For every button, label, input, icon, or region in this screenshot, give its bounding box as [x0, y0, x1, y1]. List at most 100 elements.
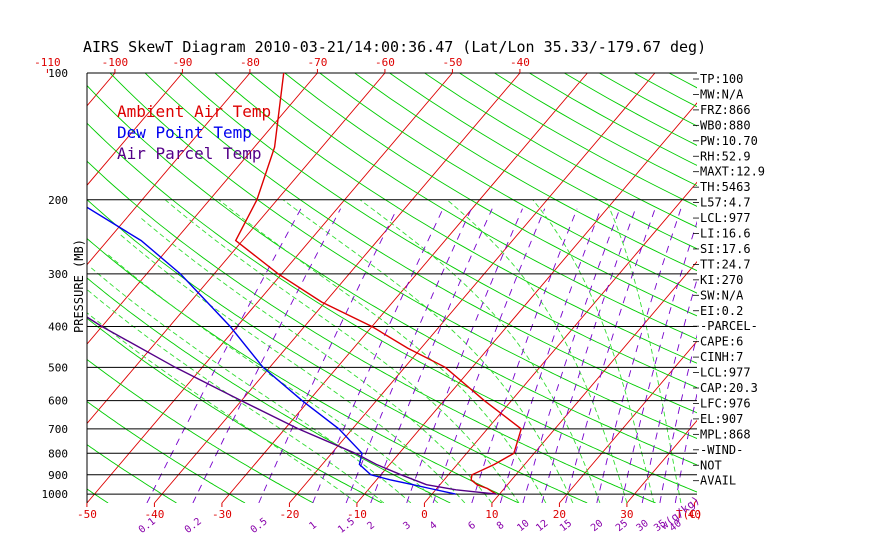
grid-lines [0, 73, 870, 503]
pressure-tick-label: 400 [48, 321, 68, 334]
isotherm-line [154, 73, 521, 503]
series-line-air-parcel-temp [87, 316, 497, 495]
pressure-tick-label: 700 [48, 423, 68, 436]
series-line-ambient-air-temp [234, 73, 523, 495]
profile-series [87, 73, 523, 495]
pressure-tick-label: 300 [48, 268, 68, 281]
index-label: SW:N/A [700, 288, 744, 302]
isotherm-line [221, 73, 588, 503]
moist-adiabat-line [359, 199, 601, 503]
index-label: TP:100 [700, 72, 743, 86]
bottom-tick-label: -50 [77, 508, 97, 521]
moist-adiabat-line [87, 288, 385, 503]
moist-adiabat-line [282, 199, 574, 503]
index-label: -WIND- [700, 443, 743, 457]
dry-adiabat-line [144, 73, 697, 414]
mixing-ratio-line [641, 277, 697, 503]
mixing-ratio-line [522, 208, 621, 503]
legend: Ambient Air Temp Dew Point Temp Air Parcel… [117, 102, 271, 163]
index-label: AVAIL [700, 474, 736, 488]
moist-adiabat-line [87, 312, 358, 503]
dry-adiabat-line [739, 73, 870, 503]
index-label: NOT [700, 458, 722, 472]
dry-adiabat-line [87, 277, 451, 503]
bottom-tick-label: -40 [144, 508, 164, 521]
index-label: KI:270 [700, 273, 743, 287]
mixing-ratio-line [674, 391, 697, 503]
dry-adiabat-line [319, 73, 697, 294]
index-label: SI:17.6 [700, 242, 751, 256]
mixing-ratio-line [565, 208, 656, 503]
mixing-ratio-line [146, 208, 302, 503]
dry-adiabat-line [109, 73, 697, 439]
isotherm-line [829, 73, 870, 503]
top-tick-label: -110 [34, 56, 61, 69]
dry-adiabat-line [214, 73, 697, 364]
moist-adiabat-line [118, 232, 466, 503]
index-label: CINH:7 [700, 350, 743, 364]
index-label: CAPE:6 [700, 335, 743, 349]
index-label: MPL:868 [700, 427, 751, 441]
index-label: LCL:977 [700, 211, 751, 225]
mixing-ratio-line [312, 208, 444, 503]
mixing-ratio-label: 4 [428, 520, 440, 532]
bottom-tick-label: 40 [688, 508, 701, 521]
index-label: L57:4.7 [700, 196, 751, 210]
mixing-ratio-label: 10 [515, 518, 531, 534]
bottom-temp-ticks: -50 -40 -30 -20 -10 0 10 20 30 40 [77, 503, 701, 521]
pressure-tick-labels: 100 200 300 400 500 600 700 800 900 1000 [42, 67, 69, 501]
dry-adiabat-line [179, 73, 697, 389]
dry-adiabat-line [87, 199, 588, 503]
bottom-tick-label: -20 [279, 508, 299, 521]
top-tick-label: -100 [102, 56, 129, 69]
mixing-ratio-label: 0.5 [249, 516, 270, 536]
mixing-ratio-label: 6 [466, 520, 478, 532]
mixing-ratio-line [499, 208, 602, 503]
mixing-ratio-line [541, 208, 636, 503]
isotherm-line [626, 419, 697, 503]
isotherm-line [87, 73, 453, 503]
bottom-tick-label: -10 [347, 508, 367, 521]
index-label: RH:52.9 [700, 149, 751, 163]
mixing-ratio-line [192, 208, 341, 503]
dry-adiabat-line [389, 73, 697, 250]
isotherm-line [87, 73, 183, 186]
pressure-tick-label: 600 [48, 395, 68, 408]
isotherm-line [559, 340, 697, 503]
dry-adiabat-line [87, 160, 656, 503]
y-axis-label: PRESSURE (MB) [72, 239, 86, 333]
mixing-ratio-label: 2 [365, 520, 377, 532]
pressure-tick-label: 500 [48, 361, 68, 374]
pressure-tick-label: 100 [48, 67, 68, 80]
dry-adiabat-line [249, 73, 697, 340]
mixing-ratio-label: 1 [307, 520, 319, 532]
dry-adiabat-line [284, 73, 697, 317]
index-label: EI:0.2 [700, 304, 743, 318]
top-tick-label: -70 [307, 56, 327, 69]
top-tick-label: -60 [375, 56, 395, 69]
index-label: MAXT:12.9 [700, 165, 765, 179]
index-label: LI:16.6 [700, 227, 751, 241]
isotherm-line [289, 73, 656, 503]
dry-adiabat-line [87, 122, 697, 493]
mixing-ratio-line [471, 208, 578, 503]
index-label: EL:907 [700, 412, 743, 426]
mixing-ratio-line [406, 208, 523, 503]
mixing-ratio-line [621, 220, 697, 503]
index-label: TH:5463 [700, 180, 751, 194]
mixing-ratio-line [432, 208, 546, 503]
index-label: -PARCEL- [700, 319, 758, 333]
top-tick-label: -80 [240, 56, 260, 69]
temp-unit-label: T(C) [676, 508, 703, 521]
bottom-tick-label: 20 [553, 508, 566, 521]
isotherm-line [0, 73, 47, 503]
dry-adiabat-line [87, 84, 697, 466]
index-label: MW:N/A [700, 87, 744, 101]
dry-adiabat-line [87, 444, 177, 503]
bottom-tick-label: 30 [620, 508, 633, 521]
chart-title: AIRS SkewT Diagram 2010-03-21/14:00:36.4… [83, 38, 706, 56]
index-label: LFC:976 [700, 396, 751, 410]
legend-entry: Ambient Air Temp [117, 102, 271, 121]
isotherm-line [762, 73, 870, 503]
